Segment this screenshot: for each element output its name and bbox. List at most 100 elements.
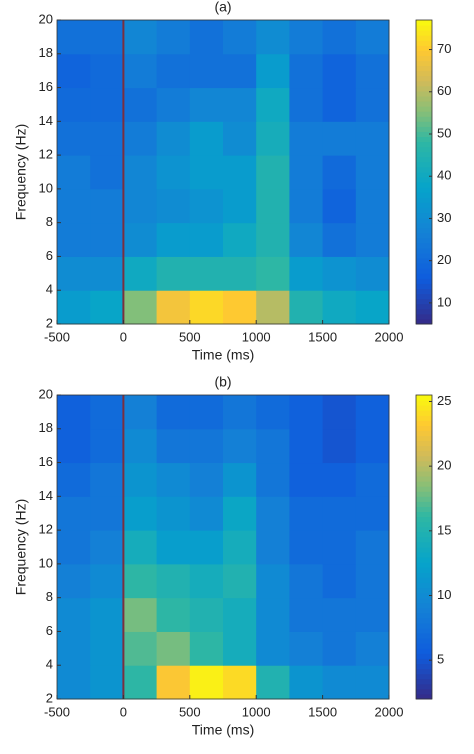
heatmap-cell — [322, 597, 357, 632]
heatmap-cell — [355, 428, 390, 464]
heatmap-cell — [355, 256, 390, 291]
y-tick-label: 18 — [39, 45, 53, 60]
heatmap-cell — [57, 256, 91, 291]
heatmap-cell — [256, 597, 290, 632]
y-tick-label: 12 — [39, 147, 53, 162]
heatmap-cell — [90, 53, 124, 89]
heatmap-cell — [355, 462, 390, 497]
colorbar-tick-label: 15 — [437, 522, 451, 537]
heatmap-cell — [189, 155, 224, 190]
colorbar-swatch — [416, 572, 432, 578]
heatmap-cell — [156, 428, 191, 464]
x-axis-label: Time (ms) — [192, 722, 254, 738]
heatmap-cell — [322, 53, 357, 89]
heatmap-cell — [156, 188, 191, 224]
heatmap-cell — [322, 428, 357, 464]
colorbar-swatch — [416, 293, 432, 300]
colorbar-swatch — [416, 486, 432, 492]
heatmap-cell — [90, 395, 124, 430]
y-tick-label: 14 — [39, 488, 53, 503]
colorbar-swatch — [416, 592, 432, 599]
plot-frame — [56, 394, 390, 700]
colorbar-swatch — [416, 531, 432, 538]
colorbar-swatch — [416, 248, 432, 254]
colorbar-swatch — [416, 597, 432, 604]
colorbar-swatch — [416, 460, 432, 467]
y-tick-label: 20 — [39, 11, 53, 26]
colorbar-swatch — [416, 288, 432, 295]
colorbar-swatch — [416, 40, 432, 46]
heatmap-cell — [90, 563, 124, 599]
heatmap-cell — [123, 462, 158, 497]
colorbar-swatch — [416, 283, 432, 290]
heatmap-cell — [189, 462, 224, 497]
colorbar-swatch — [416, 450, 432, 457]
colorbar-swatch — [416, 156, 432, 163]
heatmap-cell — [289, 496, 324, 531]
colorbar-swatch — [416, 308, 432, 315]
colorbar-swatch — [416, 683, 432, 690]
colorbar-swatch — [416, 547, 432, 553]
heatmap-cell — [90, 20, 124, 55]
heatmap-cell — [256, 290, 290, 325]
colorbar-swatch — [416, 506, 432, 513]
colorbar-swatch — [416, 552, 432, 558]
heatmap-cell — [156, 597, 191, 632]
heatmap-cell — [57, 395, 91, 430]
heatmap-cell — [256, 20, 290, 55]
x-tick-label: 2000 — [375, 329, 404, 344]
colorbar-tick-label: 30 — [437, 210, 451, 225]
heatmap-cell — [123, 530, 158, 565]
heatmap-cell — [90, 530, 124, 565]
colorbar-swatch — [416, 121, 432, 127]
heatmap-cell — [156, 155, 191, 190]
heatmap-cell — [90, 256, 124, 291]
heatmap-cell — [123, 631, 158, 666]
colorbar-tick-label: 10 — [437, 294, 451, 309]
heatmap-cell — [123, 496, 158, 531]
heatmap-cell — [223, 428, 257, 464]
colorbar-swatch — [416, 166, 432, 173]
colorbar-swatch — [416, 612, 432, 619]
colorbar-swatch — [416, 410, 432, 416]
heatmap-cell — [322, 665, 357, 700]
colorbar-swatch — [416, 65, 432, 72]
heatmap-cell — [256, 121, 290, 156]
heatmap-cell — [156, 395, 191, 430]
heatmap-cell — [90, 155, 124, 190]
colorbar-swatch — [416, 30, 432, 36]
y-tick-label: 8 — [46, 589, 53, 604]
colorbar-tick-label: 20 — [437, 252, 451, 267]
colorbar-swatch — [416, 268, 432, 274]
heatmap-cell — [57, 530, 91, 565]
heatmap-cell — [156, 87, 191, 122]
colorbar-swatch — [416, 25, 432, 31]
heatmap-cell — [57, 496, 91, 531]
heatmap-cell — [223, 530, 257, 565]
colorbar-swatch — [416, 318, 432, 325]
heatmap-cell — [322, 222, 357, 257]
heatmap-cell — [289, 462, 324, 497]
heatmap-cell — [289, 665, 324, 700]
heatmap-cell — [57, 155, 91, 190]
heatmap-cell — [355, 563, 390, 599]
colorbar-swatch — [416, 106, 432, 112]
colorbar-swatch — [416, 628, 432, 634]
colorbar-swatch — [416, 116, 432, 122]
heatmap-cell — [189, 256, 224, 291]
y-tick-label: 14 — [39, 113, 53, 128]
heatmap-cell — [289, 20, 324, 55]
heatmap-cell — [223, 462, 257, 497]
heatmap-cell — [355, 597, 390, 632]
colorbar-swatch — [416, 420, 432, 426]
heatmap-cell — [189, 428, 224, 464]
heatmap-cell — [156, 256, 191, 291]
heatmap-cell — [355, 155, 390, 190]
heatmap-cell — [123, 20, 158, 55]
x-tick-label: 500 — [179, 329, 201, 344]
y-axis-label: Frequency (Hz) — [13, 124, 29, 220]
heatmap-cell — [289, 53, 324, 89]
colorbar-swatch — [416, 617, 432, 624]
y-tick-label: 10 — [39, 180, 53, 195]
colorbar-swatch — [416, 202, 432, 208]
